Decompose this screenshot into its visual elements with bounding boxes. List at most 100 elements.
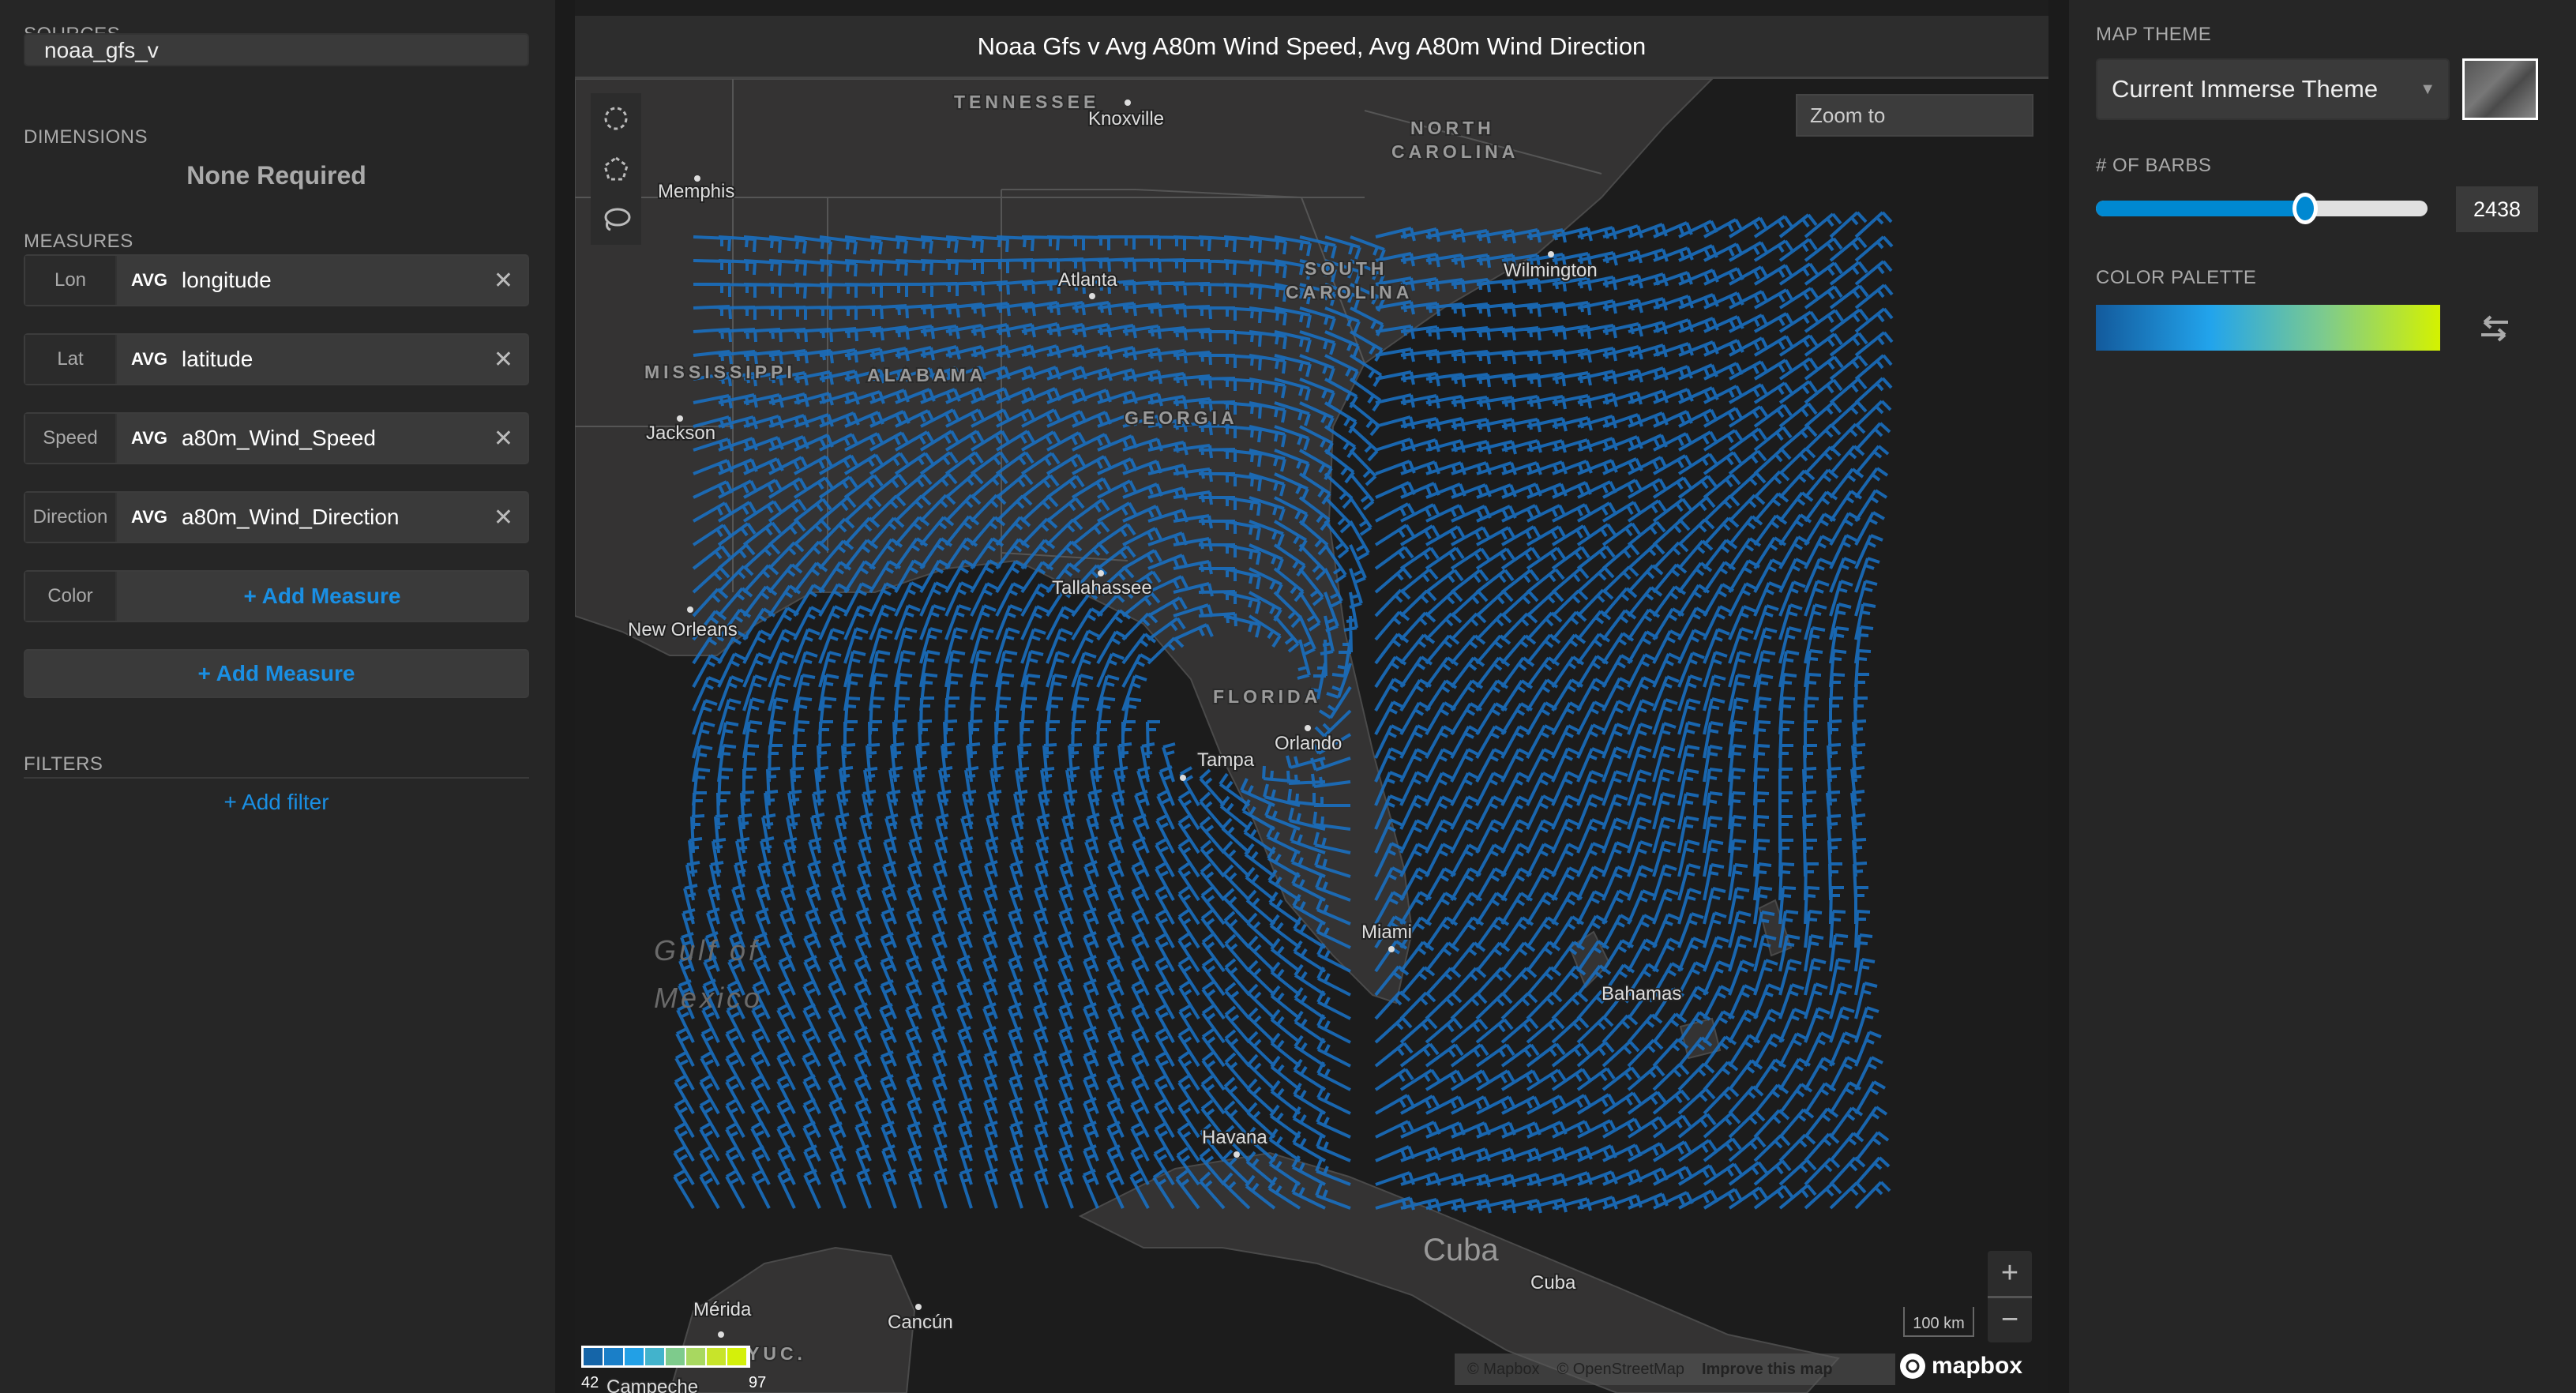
label-georgia: GEORGIA bbox=[1125, 407, 1238, 428]
measure-row-color: Color + Add Measure bbox=[24, 570, 529, 622]
lasso-select-icon[interactable] bbox=[601, 206, 631, 233]
close-icon[interactable]: ✕ bbox=[493, 346, 513, 373]
legend-swatch bbox=[727, 1348, 748, 1365]
label-cuba-small: Cuba bbox=[1530, 1272, 1576, 1294]
zoom-out-button[interactable]: − bbox=[2000, 1303, 2019, 1337]
label-atlanta: Atlanta bbox=[1058, 269, 1117, 291]
land-yucatan bbox=[668, 1246, 916, 1393]
legend-swatch bbox=[707, 1348, 727, 1365]
map-canvas[interactable]: TENNESSEE Knoxville NORTH CAROLINA Memph… bbox=[575, 79, 2048, 1393]
panel-divider[interactable] bbox=[2048, 0, 2069, 1393]
map-chart[interactable]: Noaa Gfs v Avg A80m Wind Speed, Avg A80m… bbox=[575, 16, 2048, 1393]
close-icon[interactable]: ✕ bbox=[493, 425, 513, 452]
label-tennessee: TENNESSEE bbox=[954, 92, 1099, 112]
measure-agg[interactable]: AVG bbox=[131, 428, 168, 448]
dimensions-value: None Required bbox=[186, 161, 366, 190]
measure-field[interactable]: a80m_Wind_Speed bbox=[182, 426, 376, 450]
add-measure-button[interactable]: + Add Measure bbox=[24, 649, 529, 698]
slider-fill bbox=[2096, 201, 2305, 216]
mapbox-logo-icon bbox=[1900, 1354, 1925, 1379]
label-orlando: Orlando bbox=[1275, 733, 1342, 754]
left-panel: SOURCES noaa_gfs_v DIMENSIONS None Requi… bbox=[0, 0, 555, 1393]
measure-field[interactable]: longitude bbox=[182, 268, 272, 292]
attribution-osm-link[interactable]: © OpenStreetMap bbox=[1556, 1360, 1684, 1378]
label-yuc: YUC. bbox=[747, 1343, 806, 1364]
label-north: NORTH bbox=[1410, 118, 1495, 138]
measure-role: Direction bbox=[25, 493, 117, 542]
attribution: © Mapbox © OpenStreetMap Improve this ma… bbox=[1455, 1354, 1895, 1385]
map-theme-thumbnail[interactable] bbox=[2462, 58, 2538, 120]
measure-role: Lat bbox=[25, 335, 117, 384]
circle-select-icon[interactable] bbox=[603, 105, 629, 132]
palette-label: COLOR PALETTE bbox=[2096, 267, 2257, 288]
polygon-select-icon[interactable] bbox=[603, 156, 629, 182]
measure-row-speed[interactable]: Speed AVG a80m_Wind_Speed ✕ bbox=[24, 412, 529, 464]
label-jackson: Jackson bbox=[646, 422, 715, 444]
dimensions-label: DIMENSIONS bbox=[24, 126, 148, 148]
label-new-orleans: New Orleans bbox=[628, 619, 738, 640]
measure-agg[interactable]: AVG bbox=[131, 270, 168, 290]
measures-label: MEASURES bbox=[24, 231, 133, 252]
zoom-controls: + − bbox=[1988, 1251, 2032, 1342]
label-mississippi: MISSISSIPPI bbox=[644, 362, 796, 382]
label-mexico: Mexico bbox=[654, 982, 763, 1014]
color-palette-select[interactable] bbox=[2096, 305, 2440, 351]
panel-divider[interactable] bbox=[555, 0, 575, 1393]
label-alabama: ALABAMA bbox=[867, 365, 986, 385]
measure-role: Color bbox=[25, 572, 117, 621]
label-miami: Miami bbox=[1361, 922, 1412, 943]
map-theme-value: Current Immerse Theme bbox=[2112, 75, 2379, 103]
legend-swatch bbox=[666, 1348, 686, 1365]
label-north-carolina: CAROLINA bbox=[1391, 141, 1519, 162]
improve-map-link[interactable]: Improve this map bbox=[1701, 1360, 1833, 1378]
legend-min: 42 bbox=[581, 1374, 599, 1391]
close-icon[interactable]: ✕ bbox=[493, 504, 513, 531]
label-memphis: Memphis bbox=[658, 181, 734, 202]
measure-row-lon[interactable]: Lon AVG longitude ✕ bbox=[24, 254, 529, 306]
measure-agg[interactable]: AVG bbox=[131, 349, 168, 369]
label-florida: FLORIDA bbox=[1213, 686, 1321, 707]
map-theme-select[interactable]: Current Immerse Theme ▼ bbox=[2096, 58, 2450, 120]
land bbox=[575, 79, 1840, 1393]
land-us bbox=[575, 79, 1714, 1004]
label-south-carolina: CAROLINA bbox=[1286, 282, 1413, 302]
label-wilmington: Wilmington bbox=[1504, 260, 1598, 281]
label-merida: Mérida bbox=[693, 1299, 752, 1320]
source-select[interactable]: noaa_gfs_v bbox=[24, 33, 529, 66]
add-color-measure-button[interactable]: + Add Measure bbox=[243, 584, 401, 608]
label-cancun: Cancún bbox=[888, 1312, 953, 1333]
map-theme-label: MAP THEME bbox=[2096, 24, 2212, 45]
measure-row-direction[interactable]: Direction AVG a80m_Wind_Direction ✕ bbox=[24, 491, 529, 543]
measure-agg[interactable]: AVG bbox=[131, 507, 168, 527]
measure-field[interactable]: a80m_Wind_Direction bbox=[182, 505, 400, 529]
legend-swatch bbox=[645, 1348, 666, 1365]
filters-label: FILTERS bbox=[24, 753, 103, 775]
chart-title[interactable]: Noaa Gfs v Avg A80m Wind Speed, Avg A80m… bbox=[575, 16, 2048, 79]
right-panel: MAP THEME Current Immerse Theme ▼ # OF B… bbox=[2069, 0, 2576, 1393]
barbs-slider[interactable] bbox=[2096, 193, 2428, 224]
mapbox-logo[interactable]: mapbox bbox=[1898, 1352, 2022, 1380]
divider bbox=[24, 777, 529, 779]
label-tampa: Tampa bbox=[1197, 749, 1255, 771]
measure-role: Lon bbox=[25, 256, 117, 305]
wind-barbs bbox=[673, 211, 1894, 1214]
measure-field[interactable]: latitude bbox=[182, 347, 253, 371]
label-havana: Havana bbox=[1202, 1127, 1267, 1148]
label-campeche: Campeche bbox=[606, 1376, 698, 1393]
barbs-value-input[interactable]: 2438 bbox=[2456, 186, 2538, 232]
measure-row-lat[interactable]: Lat AVG latitude ✕ bbox=[24, 333, 529, 385]
zoom-to-input[interactable]: Zoom to bbox=[1796, 94, 2033, 137]
legend-swatch bbox=[604, 1348, 625, 1365]
zoom-in-button[interactable]: + bbox=[1988, 1251, 2032, 1298]
label-cuba-big: Cuba bbox=[1423, 1233, 1499, 1267]
slider-thumb[interactable] bbox=[2292, 193, 2318, 224]
close-icon[interactable]: ✕ bbox=[493, 267, 513, 294]
barbs-label: # OF BARBS bbox=[2096, 155, 2212, 176]
add-filter-button[interactable]: + Add filter bbox=[223, 790, 329, 814]
wind-barb bbox=[673, 211, 1894, 1214]
attribution-mapbox-link[interactable]: © Mapbox bbox=[1467, 1360, 1540, 1378]
selection-tools bbox=[591, 93, 641, 245]
label-gulf: Gulf of bbox=[654, 934, 760, 967]
swap-icon[interactable] bbox=[2478, 313, 2511, 346]
scale-bar: 100 km bbox=[1903, 1307, 1974, 1337]
